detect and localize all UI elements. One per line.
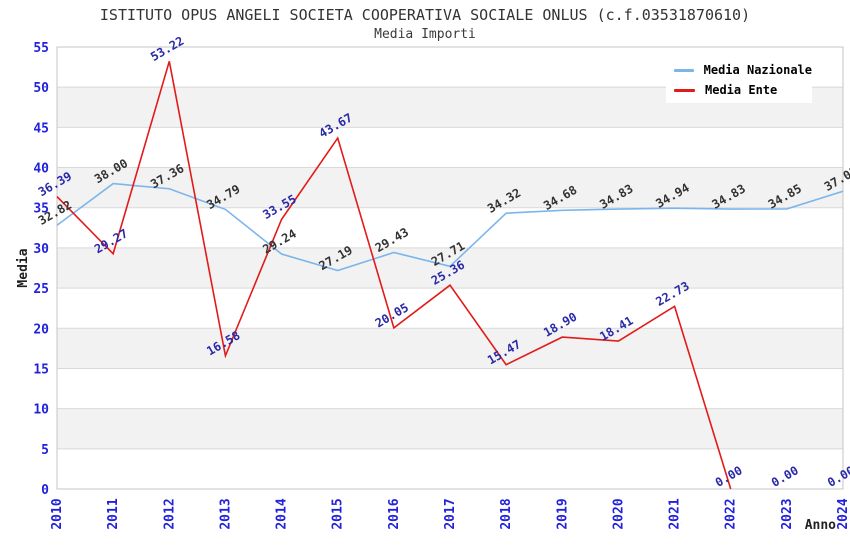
x-tick-label: 2015 — [331, 498, 346, 529]
x-tick-label: 2020 — [611, 498, 626, 529]
y-tick-label: 5 — [41, 443, 49, 458]
x-tick-label: 2018 — [499, 498, 514, 529]
legend-label-nazionale: Media Nazionale — [703, 63, 812, 77]
plot-band — [57, 167, 843, 208]
plot-border — [56, 46, 844, 490]
plot-band — [57, 448, 843, 489]
y-tick-label: 30 — [33, 242, 49, 257]
y-tick-label: 10 — [33, 403, 49, 418]
plot-band — [57, 368, 843, 409]
legend-item-media-nazionale[interactable]: Media Nazionale — [666, 63, 812, 77]
x-tick-label: 2011 — [106, 498, 121, 529]
plot-band — [57, 127, 843, 168]
y-tick-label: 50 — [33, 81, 49, 96]
legend-line-icon-nazionale — [674, 68, 694, 72]
y-tick-label: 15 — [33, 362, 49, 377]
x-tick-label: 2014 — [275, 498, 290, 529]
x-tick-label: 2016 — [387, 498, 402, 529]
y-tick-label: 0 — [41, 483, 49, 498]
series-line-media-ente[interactable] — [56, 61, 732, 490]
legend-label-ente: Media Ente — [705, 83, 778, 97]
y-tick-label: 35 — [33, 202, 49, 217]
y-tick-label: 20 — [33, 322, 49, 337]
legend-line-icon-ente — [674, 88, 695, 92]
legend: Media Nazionale Media Ente — [666, 57, 812, 103]
plot-band — [57, 247, 843, 289]
x-tick-label: 2019 — [555, 498, 570, 529]
y-tick-label: 55 — [33, 41, 49, 56]
x-tick-label: 2021 — [668, 498, 683, 529]
plot-band — [57, 408, 843, 449]
plot-band — [57, 288, 843, 329]
x-tick-label: 2010 — [50, 498, 65, 529]
x-tick-label: 2017 — [443, 498, 458, 529]
series-line-media-nazionale[interactable] — [56, 182, 844, 272]
y-tick-label: 25 — [33, 282, 49, 297]
chart-subtitle: Media Importi — [374, 27, 476, 42]
x-tick-label: 2024 — [836, 498, 850, 529]
x-tick-label: 2022 — [724, 498, 739, 529]
x-axis-title: Anno — [805, 518, 836, 533]
legend-item-media-ente[interactable]: Media Ente — [666, 83, 812, 97]
y-tick-label: 45 — [33, 121, 49, 136]
y-tick-label: 40 — [33, 162, 49, 177]
y-axis-title: Media — [16, 248, 31, 287]
plot-band — [57, 207, 843, 248]
x-tick-label: 2013 — [218, 498, 233, 529]
chart-title: ISTITUTO OPUS ANGELI SOCIETA COOPERATIVA… — [99, 6, 751, 24]
x-tick-label: 2012 — [162, 498, 177, 529]
plot-band — [57, 328, 843, 369]
x-tick-label: 2023 — [780, 498, 795, 529]
